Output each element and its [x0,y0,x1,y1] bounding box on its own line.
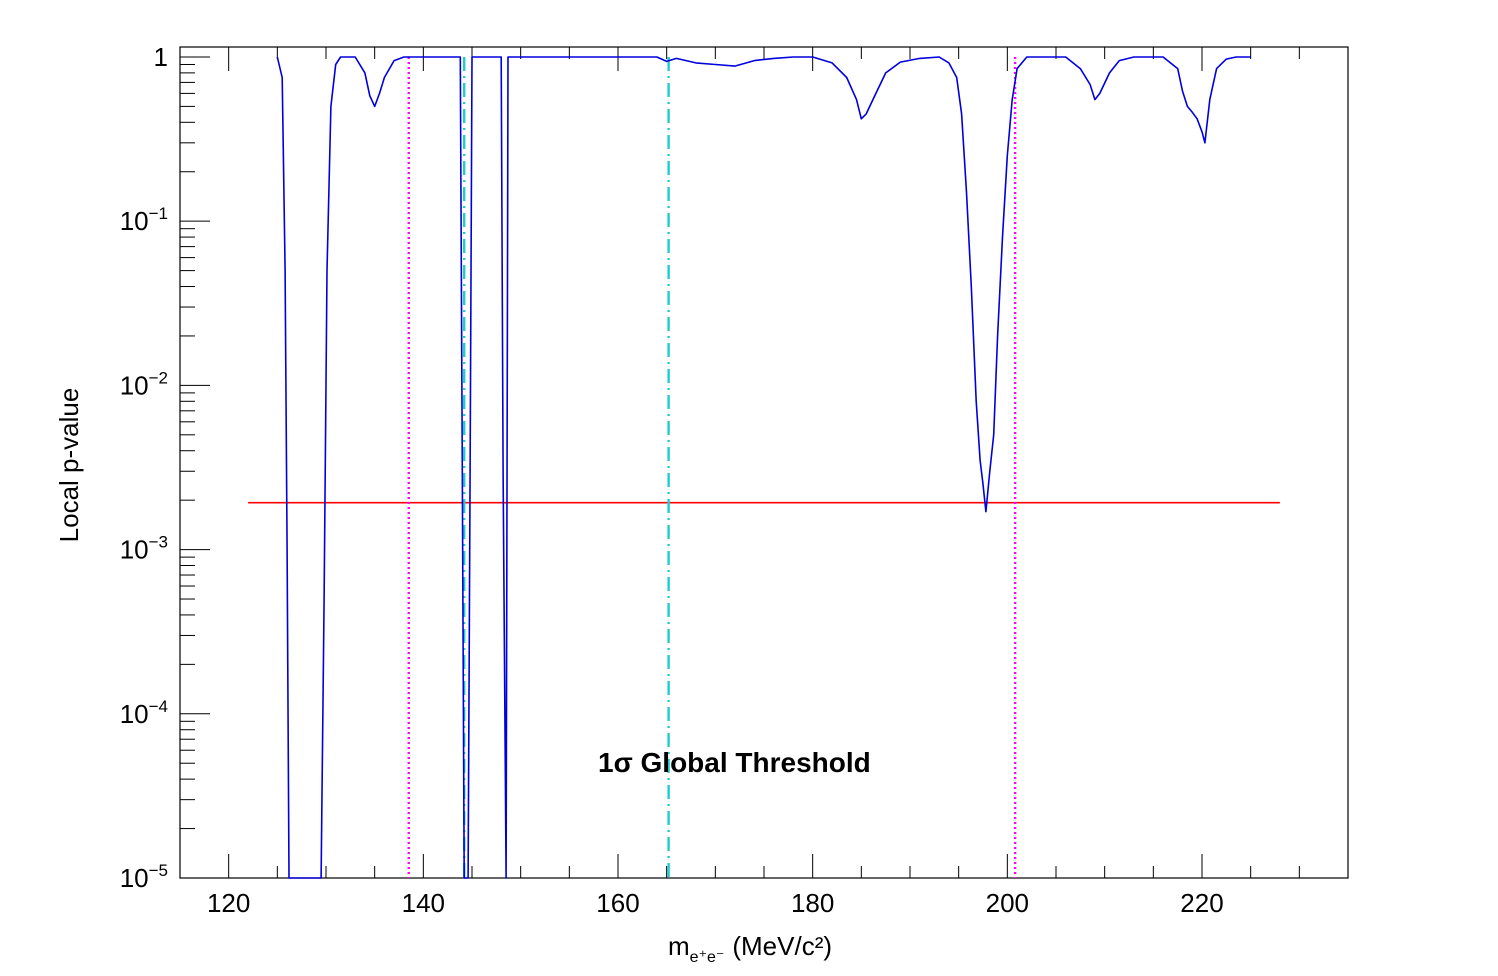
x-axis-title-main: m [668,931,690,961]
series-layer [276,56,1251,879]
x-axis-title: me⁺e⁻ (MeV/c²) [668,931,832,966]
reference-lines [248,56,1280,878]
y-axis-title: Local p-value [54,388,84,543]
y-tick-label: 10−5 [120,861,168,893]
y-tick-label: 10−1 [120,204,168,236]
x-tick-label: 160 [596,888,639,918]
y-tick-label: 10−4 [120,697,168,729]
x-axis-title-subscript: e⁺e⁻ [690,949,725,966]
x-tick-label: 120 [207,888,250,918]
y-tick-label: 10−3 [120,533,168,565]
x-tick-label: 200 [986,888,1029,918]
y-tick-label: 10−2 [120,368,168,400]
y-tick-labels: 1 10−1 10−2 10−3 10−4 10−5 [120,42,168,893]
x-tick-label: 180 [791,888,834,918]
x-tick-labels: 120 140 160 180 200 220 [207,888,1224,918]
x-tick-label: 220 [1180,888,1223,918]
global-threshold-annotation: 1σ Global Threshold [598,747,871,778]
x-axis-title-units: (MeV/c²) [732,931,832,961]
y-tick-label: 1 [154,42,168,72]
x-tick-label: 140 [402,888,445,918]
series-line [276,56,1251,879]
